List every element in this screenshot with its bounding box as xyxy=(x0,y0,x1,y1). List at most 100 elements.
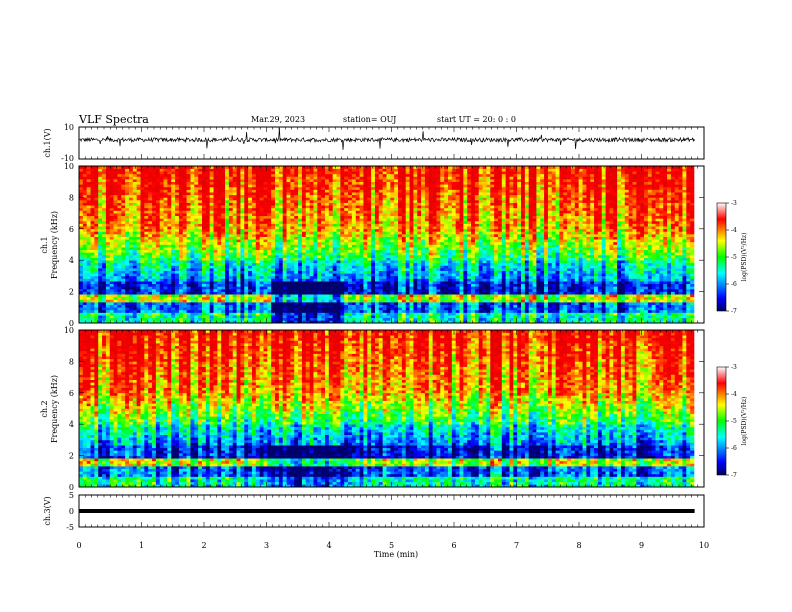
spectrogram-cell xyxy=(217,275,222,279)
spectrogram-cell xyxy=(321,304,326,308)
spectrogram-cell xyxy=(167,315,172,319)
spectrogram-cell xyxy=(301,186,307,190)
spectrogram-cell xyxy=(348,231,353,235)
spectrogram-cell xyxy=(217,249,222,253)
spectrogram-cell xyxy=(221,315,226,319)
spectrogram-cell xyxy=(309,244,314,248)
spectrogram-cell xyxy=(152,286,157,290)
spectrogram-cell xyxy=(82,283,87,287)
spectrogram-cell xyxy=(344,194,349,198)
spectrogram-cell xyxy=(105,223,111,227)
spectrogram-cell xyxy=(228,244,234,248)
spectrogram-cell xyxy=(240,166,245,169)
spectrogram-cell xyxy=(294,257,299,261)
spectrogram-cell xyxy=(321,207,326,211)
spectrogram-cell xyxy=(94,192,99,196)
spectrogram-cell xyxy=(340,257,345,261)
spectrogram-cell xyxy=(144,184,149,188)
spectrogram-cell xyxy=(301,189,307,193)
spectrogram-cell xyxy=(240,273,245,277)
spectrogram-cell xyxy=(94,257,99,261)
spectrogram-cell xyxy=(271,192,276,196)
spectrogram-cell xyxy=(209,304,214,308)
spectrogram-cell xyxy=(355,315,360,319)
spectrogram-cell xyxy=(286,239,291,243)
spectrogram-cell xyxy=(317,249,322,253)
spectrogram-cell xyxy=(132,260,137,264)
spectrogram-cell xyxy=(359,299,364,303)
spectrogram-cell xyxy=(348,291,353,295)
spectrogram-cell xyxy=(244,288,249,292)
spectrogram-cell xyxy=(178,231,184,235)
spectrogram-cell xyxy=(278,278,284,282)
spectrogram-cell xyxy=(359,200,364,203)
spectrogram-cell xyxy=(90,205,95,209)
spectrogram-cell xyxy=(121,265,126,269)
spectrogram-cell xyxy=(251,189,257,193)
spectrogram-cell xyxy=(190,296,195,300)
spectrogram-cell xyxy=(325,260,330,264)
spectrogram-cell xyxy=(275,265,280,269)
spectrogram-cell xyxy=(148,186,153,190)
spectrogram-cell xyxy=(217,202,222,206)
spectrogram-cell xyxy=(371,186,376,190)
spectrogram-cell xyxy=(155,275,161,279)
spectrogram-cell xyxy=(148,296,153,300)
spectrogram-cell xyxy=(232,202,237,206)
spectrogram-cell xyxy=(225,268,230,271)
spectrogram-cell xyxy=(348,226,353,230)
spectrogram-cell xyxy=(98,244,103,248)
spectrogram-cell xyxy=(228,215,234,219)
spectrogram-cell xyxy=(271,317,276,321)
spectrogram-cell xyxy=(125,207,130,211)
spectrogram-cell xyxy=(159,239,164,243)
spectrogram-cell xyxy=(171,252,176,256)
spectrogram-cell xyxy=(202,236,207,240)
spectrogram-cell xyxy=(278,288,284,292)
spectrogram-cell xyxy=(125,270,130,274)
spectrogram-cell xyxy=(198,304,203,308)
spectrogram-cell xyxy=(271,286,276,290)
spectrogram-cell xyxy=(294,223,299,227)
spectrogram-cell xyxy=(236,226,241,230)
spectrogram-cell xyxy=(290,184,295,188)
spectrogram-cell xyxy=(321,223,326,227)
spectrogram-cell xyxy=(82,231,87,235)
spectrogram-cell xyxy=(278,252,284,256)
spectrogram-cell xyxy=(317,236,322,240)
spectrogram-cell xyxy=(121,283,126,287)
spectrogram-cell xyxy=(259,184,264,188)
spectrogram-cell xyxy=(155,286,161,290)
spectrogram-cell xyxy=(182,192,187,196)
spectrogram-cell xyxy=(182,171,187,175)
spectrogram-cell xyxy=(163,220,168,224)
spectrogram-cell xyxy=(336,202,341,206)
spectrogram-cell xyxy=(205,197,210,201)
spectrogram-cell xyxy=(336,252,341,256)
spectrogram-cell xyxy=(298,320,303,324)
spectrogram-cell xyxy=(255,189,260,193)
spectrogram-cell xyxy=(317,299,322,303)
spectrogram-cell xyxy=(282,302,287,305)
spectrogram-cell xyxy=(325,236,330,240)
spectrogram-cell xyxy=(305,213,310,217)
spectrogram-cell xyxy=(148,176,153,180)
spectrogram-cell xyxy=(378,320,383,324)
spectrogram-cell xyxy=(152,186,157,190)
spectrogram-cell xyxy=(367,176,372,180)
spectrogram-cell xyxy=(90,265,95,269)
spectrogram-cell xyxy=(90,215,95,219)
spectrogram-cell xyxy=(125,234,130,237)
spectrogram-cell xyxy=(186,278,191,282)
spectrogram-cell xyxy=(190,166,195,169)
spectrogram-cell xyxy=(378,189,383,193)
spectrogram-cell xyxy=(140,239,145,243)
spectrogram-cell xyxy=(171,239,176,243)
spectrogram-cell xyxy=(236,268,241,271)
spectrogram-cell xyxy=(190,270,195,274)
spectrogram-cell xyxy=(378,241,383,245)
spectrogram-cell xyxy=(271,299,276,303)
spectrogram-cell xyxy=(298,247,303,251)
spectrogram-cell xyxy=(128,273,134,277)
spectrogram-cell xyxy=(132,173,137,177)
